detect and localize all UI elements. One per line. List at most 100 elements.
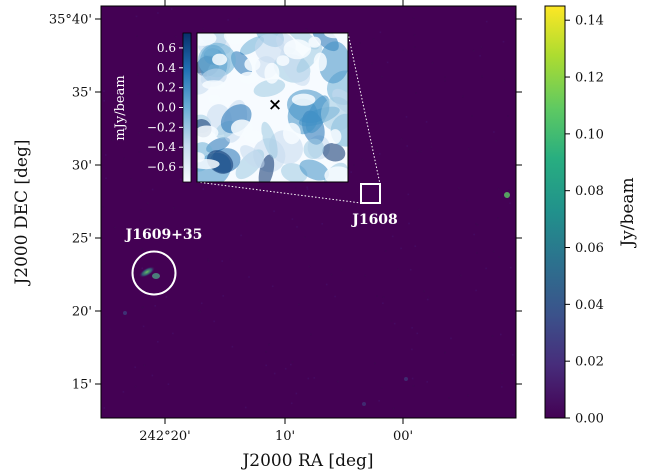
inset-cross-marker: × — [268, 95, 282, 115]
noise-pixel — [426, 381, 428, 383]
noise-pixel — [407, 193, 410, 196]
noise-pixel — [492, 250, 495, 253]
noise-pixel — [497, 187, 500, 190]
noise-pixel — [307, 377, 310, 380]
inset-colorbar-tick-label: −0.2 — [147, 120, 176, 134]
noise-pixel — [154, 305, 156, 307]
inset-panel: × 0.6 0.4 0.2 0.0 −0.2 −0.4 −0.6 mJy/beam — [113, 32, 349, 183]
noise-pixel — [427, 296, 430, 299]
noise-pixel — [159, 128, 162, 131]
inset-colorbar-tick-label: −0.4 — [147, 140, 177, 154]
noise-pixel — [384, 250, 387, 252]
noise-pixel — [408, 222, 410, 225]
noise-pixel — [498, 256, 500, 258]
inset-highlight — [197, 33, 217, 46]
y-tick-label: 15' — [72, 378, 92, 393]
inset-highlight — [324, 166, 348, 182]
noise-pixel — [431, 61, 434, 64]
y-axis-label: J2000 DEC [deg] — [12, 139, 32, 286]
noise-pixel — [142, 306, 144, 308]
noise-pixel — [393, 322, 396, 325]
noise-pixel — [500, 333, 502, 336]
noise-pixel — [355, 228, 357, 230]
noise-pixel — [350, 171, 352, 173]
noise-pixel — [374, 362, 376, 365]
noise-pixel — [475, 223, 477, 225]
noise-pixel — [414, 245, 417, 247]
noise-pixel — [151, 374, 154, 377]
noise-pixel — [165, 296, 168, 298]
image-frame — [100, 5, 517, 419]
noise-pixel — [415, 92, 417, 94]
inset-highlight — [197, 159, 220, 170]
inset-highlight — [244, 130, 263, 144]
noise-pixel — [151, 134, 153, 136]
bright-point-source — [504, 192, 510, 198]
noise-pixel — [390, 320, 393, 322]
noise-pixel — [198, 281, 201, 284]
faint-source — [404, 377, 408, 381]
noise-pixel — [378, 400, 380, 402]
noise-pixel — [336, 380, 339, 383]
noise-pixel — [109, 81, 112, 84]
inset-colorbar-label: mJy/beam — [113, 75, 128, 140]
noise-pixel — [113, 226, 116, 229]
source-label-j1608: J1608 — [350, 212, 398, 228]
noise-pixel — [425, 121, 428, 123]
noise-pixel — [411, 377, 414, 380]
noise-pixel — [290, 402, 293, 405]
faint-source — [362, 402, 366, 406]
noise-pixel — [244, 406, 247, 409]
noise-pixel — [141, 248, 143, 250]
inset-colorbar-tick-label: 0.2 — [157, 81, 176, 95]
noise-pixel — [151, 110, 153, 113]
noise-pixel — [305, 28, 308, 30]
source-box-j1608 — [360, 183, 381, 204]
noise-pixel — [284, 367, 287, 370]
inset-highlight — [197, 152, 205, 163]
noise-pixel — [163, 154, 165, 156]
noise-pixel — [420, 150, 422, 153]
noise-pixel — [321, 223, 323, 225]
noise-pixel — [291, 218, 294, 220]
noise-pixel — [174, 35, 177, 38]
noise-pixel — [481, 75, 483, 78]
noise-pixel — [125, 112, 127, 114]
noise-pixel — [510, 276, 512, 279]
colorbar: 0.00 0.02 0.04 0.06 0.08 0.10 0.12 0.14 Jy/beam — [544, 5, 638, 427]
source-j1609-emission — [138, 266, 156, 278]
noise-pixel — [229, 258, 232, 261]
noise-pixel — [380, 76, 383, 78]
noise-pixel — [472, 49, 475, 52]
noise-pixel — [413, 46, 416, 48]
noise-pixel — [141, 267, 144, 270]
noise-pixel — [240, 234, 242, 237]
noise-pixel — [457, 187, 460, 190]
noise-pixel — [405, 116, 408, 118]
noise-pixel — [157, 12, 159, 14]
noise-pixel — [495, 139, 498, 142]
noise-pixel — [207, 258, 209, 261]
noise-pixel — [290, 363, 292, 366]
noise-pixel — [306, 186, 308, 189]
source-j1609-lobe — [152, 273, 160, 279]
noise-pixel — [358, 111, 360, 113]
inset-highlight — [208, 94, 221, 104]
colorbar-label: Jy/beam — [618, 177, 638, 248]
noise-pixel — [298, 303, 300, 306]
noise-pixel — [364, 274, 366, 277]
noise-pixel — [137, 93, 140, 95]
source-label-j1609: J1609+35 — [124, 227, 203, 243]
noise-pixel — [138, 131, 140, 134]
inset-colorbar-tick-label: 0.6 — [157, 41, 176, 55]
noise-pixel — [379, 31, 382, 34]
noise-pixel — [444, 351, 446, 354]
noise-pixel — [376, 295, 378, 297]
noise-pixel — [167, 383, 170, 385]
inset-colorbar — [182, 32, 192, 183]
colorbar-tick-label: 0.04 — [575, 298, 604, 313]
colorbar-ticks: 0.00 0.02 0.04 0.06 0.08 0.10 0.12 0.14 — [565, 14, 604, 427]
noise-pixel — [397, 268, 399, 270]
noise-pixel — [509, 266, 512, 269]
noise-pixel — [268, 343, 270, 346]
